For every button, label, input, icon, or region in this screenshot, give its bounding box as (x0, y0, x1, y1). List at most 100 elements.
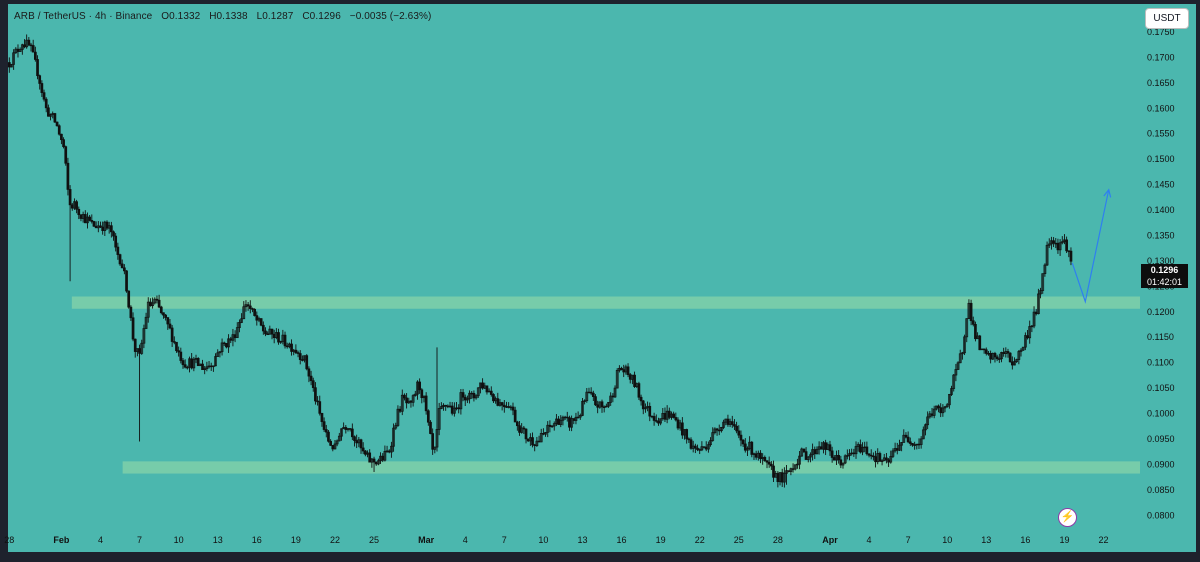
candle-body (628, 374, 632, 380)
candle-body (956, 362, 960, 370)
candle-body (355, 440, 359, 444)
candle-body (1034, 311, 1038, 315)
candle-body (765, 460, 769, 463)
time-axis[interactable] (8, 528, 1196, 552)
candle-body (711, 432, 715, 441)
candle-body (42, 92, 46, 100)
candle-body (908, 441, 912, 444)
candle-body (887, 459, 890, 463)
candle-body (941, 407, 945, 414)
candle-body (763, 457, 767, 461)
time-tick-label: 10 (174, 535, 184, 545)
candle-body (507, 406, 511, 408)
candle-body (481, 382, 484, 389)
candle-body (663, 413, 667, 420)
candle-body (1052, 240, 1055, 244)
price-tick-label: 0.1400 (1147, 205, 1175, 215)
time-tick-label: 25 (369, 535, 379, 545)
candle-body (279, 341, 283, 343)
candle-body (55, 121, 59, 127)
candle-body (168, 323, 172, 329)
candle-body (90, 220, 94, 222)
price-tick-label: 0.1600 (1147, 103, 1175, 113)
candle-body (44, 98, 48, 109)
candle-body (142, 328, 146, 344)
price-tick-label: 0.1550 (1147, 129, 1175, 139)
candle-body (75, 201, 78, 210)
time-tick-label: 10 (942, 535, 952, 545)
candle-body (696, 447, 699, 450)
candle-body (144, 316, 148, 329)
candle-body (1015, 359, 1019, 362)
candle-body (830, 450, 834, 458)
candle-body (570, 418, 573, 428)
candle-body (277, 332, 280, 343)
candle-body (1060, 241, 1064, 244)
candle-body (1008, 352, 1012, 363)
candle-body (971, 320, 975, 325)
candle-body (659, 418, 662, 424)
time-tick-label: 25 (734, 535, 744, 545)
candle-body (841, 462, 845, 466)
candle-body (283, 334, 287, 347)
price-tick-label: 0.1150 (1147, 332, 1174, 342)
candle-body (296, 352, 300, 354)
candle-body (53, 113, 57, 123)
symbol-title[interactable]: ARB / TetherUS · 4h · Binance (14, 11, 153, 22)
candle-body (185, 366, 189, 369)
candle-body (489, 390, 493, 395)
candle-body (437, 408, 441, 430)
candle-body (218, 351, 222, 354)
candle-body (806, 456, 810, 460)
candle-body (450, 405, 454, 414)
candle-body (1043, 264, 1047, 274)
candle-body (40, 83, 44, 93)
candle-body (676, 419, 680, 429)
candle-body (227, 338, 230, 348)
price-tick-label: 0.1350 (1147, 230, 1175, 240)
ohlc-close: C0.1296 (302, 11, 341, 22)
time-tick-label: 19 (1059, 535, 1069, 545)
last-price-label: 0.1296 01:42:01 (1141, 264, 1188, 288)
candle-body (242, 306, 246, 320)
candle-body (958, 353, 962, 364)
candle-body (583, 400, 586, 402)
candle-body (804, 451, 808, 460)
candle-body (496, 398, 500, 406)
candle-body (1041, 273, 1045, 291)
candle-body (602, 406, 606, 408)
candle-body (594, 396, 597, 406)
price-tick-label: 0.1650 (1147, 78, 1175, 88)
candle-body (539, 433, 543, 443)
time-tick-label: 7 (906, 535, 911, 545)
candle-body (717, 429, 721, 432)
candle-body (948, 394, 951, 406)
candle-body (66, 162, 70, 190)
candle-body (615, 369, 619, 389)
zone-0 (71, 296, 1140, 309)
candle-body (485, 385, 489, 393)
chart-plot-area[interactable] (8, 4, 1140, 528)
candle-body (776, 473, 780, 483)
price-tick-label: 0.0900 (1147, 459, 1175, 469)
candle-body (1010, 361, 1014, 366)
currency-button[interactable]: USDT (1145, 8, 1189, 29)
candle-body (800, 448, 804, 457)
candle-body (600, 401, 604, 408)
candle-body (950, 388, 953, 395)
candle-body (993, 353, 997, 358)
candle-body (216, 352, 220, 357)
price-tick-label: 0.0850 (1147, 485, 1175, 495)
candle-body (222, 342, 226, 345)
candle-body (513, 409, 517, 423)
candle-body (937, 405, 940, 409)
lightning-icon[interactable]: ⚡ (1058, 508, 1077, 527)
candle-body (574, 416, 578, 421)
candle-body (162, 312, 165, 316)
candle-body (689, 439, 693, 449)
candle-body (667, 410, 671, 418)
candle-body (229, 338, 233, 341)
price-tick-label: 0.0800 (1147, 510, 1175, 520)
time-tick-label: 4 (463, 535, 468, 545)
candle-body (79, 214, 83, 219)
